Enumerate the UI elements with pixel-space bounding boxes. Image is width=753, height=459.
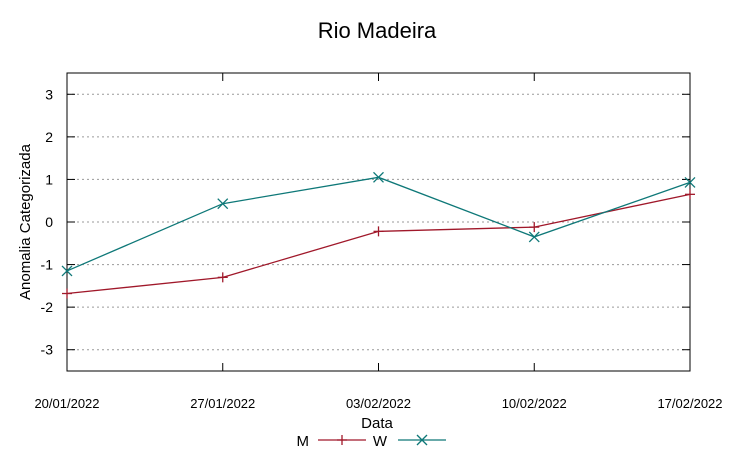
x-tick-label: 17/02/2022	[657, 396, 722, 411]
data-point-w	[61, 265, 73, 277]
legend-marker-w	[416, 434, 428, 446]
series-line-m	[66, 193, 691, 295]
data-point-m	[373, 226, 384, 237]
x-tick-label: 27/01/2022	[190, 396, 255, 411]
data-point-m	[217, 272, 228, 283]
data-point-w	[217, 198, 229, 210]
y-tick-label: 1	[45, 171, 53, 187]
y-tick-label: -1	[41, 257, 54, 273]
data-point-m	[685, 189, 695, 200]
data-point-w	[684, 176, 696, 188]
y-tick-label: -3	[41, 342, 54, 358]
series-layer	[61, 171, 696, 299]
data-point-m	[529, 222, 540, 233]
legend-label-w: W	[373, 433, 388, 450]
data-point-w	[373, 171, 384, 183]
x-tick-label: 20/01/2022	[34, 396, 99, 411]
grid-lines	[67, 93, 690, 351]
y-tick-label: 2	[45, 129, 53, 145]
legend-label-m: M	[297, 433, 310, 450]
y-axis-ticks: -3 -2 -1 0 1 2 3	[41, 86, 690, 358]
x-axis-label: Data	[361, 415, 393, 432]
y-tick-label: -2	[41, 299, 54, 315]
legend-marker-m	[337, 435, 347, 445]
y-axis-label: Anomalia Categorizada	[17, 143, 34, 300]
x-tick-label: 03/02/2022	[346, 396, 411, 411]
y-tick-label: 3	[45, 86, 53, 102]
y-tick-label: 0	[45, 214, 53, 230]
x-axis-ticks: 20/01/2022 27/01/2022 03/02/2022 10/02/2022…	[34, 73, 723, 411]
x-tick-label: 10/02/2022	[502, 396, 567, 411]
series-line-w	[66, 176, 691, 272]
data-point-w	[528, 231, 540, 243]
chart-title: Rio Madeira	[318, 18, 437, 43]
data-point-m	[62, 288, 72, 299]
